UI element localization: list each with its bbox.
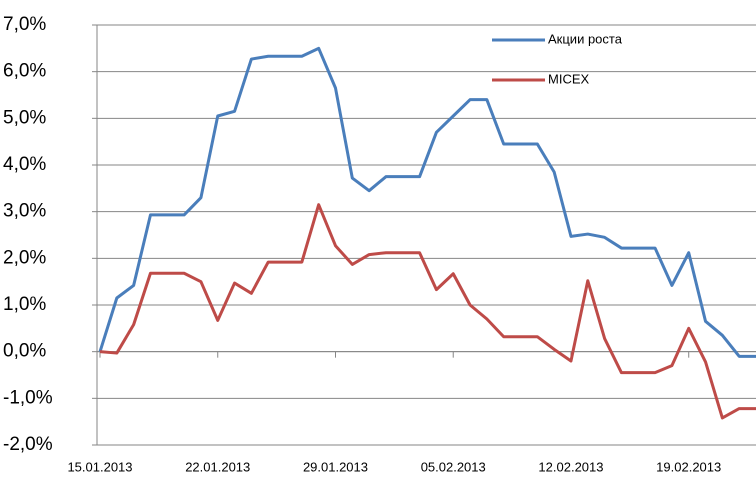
y-tick-label: 5,0% — [3, 107, 46, 128]
y-tick-label: -1,0% — [3, 387, 53, 408]
x-tick-label: 05.02.2013 — [421, 459, 486, 474]
series-line — [99, 203, 756, 420]
legend-label: MICEX — [548, 71, 590, 86]
y-tick-label: 0,0% — [3, 341, 46, 362]
x-tick-label: 19.02.2013 — [656, 459, 721, 474]
legend-label: Акции роста — [548, 31, 623, 46]
y-tick-label: 3,0% — [3, 201, 46, 222]
x-tick-label: 12.02.2013 — [538, 459, 603, 474]
y-tick-label: 4,0% — [3, 154, 46, 175]
x-tick-label: 29.01.2013 — [303, 459, 368, 474]
y-tick-label: -2,0% — [3, 434, 53, 455]
y-tick-label: 1,0% — [3, 294, 46, 315]
x-tick-label: 15.01.2013 — [67, 459, 132, 474]
y-tick-label: 6,0% — [3, 61, 46, 82]
y-tick-label: 7,0% — [3, 14, 46, 35]
x-tick-label: 22.01.2013 — [185, 459, 250, 474]
series-line — [98, 46, 756, 358]
y-tick-label: 2,0% — [3, 247, 46, 268]
